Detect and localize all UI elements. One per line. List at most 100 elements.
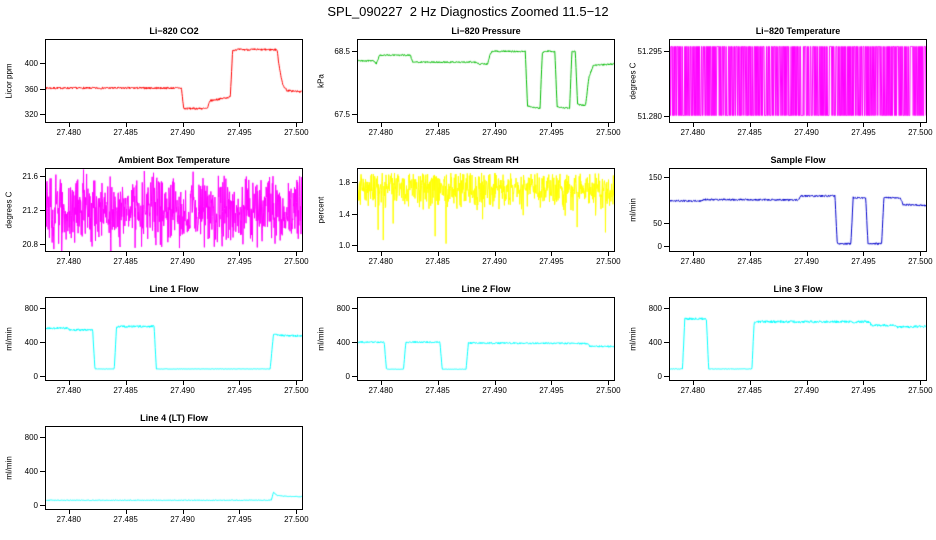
y-tick [664,376,669,378]
y-tick [664,222,669,224]
x-tick-label: 27.480 [368,128,393,137]
x-tick-label: 27.480 [368,386,393,395]
chart-panel-line-2-flow: Line 2 Flow ml/min 27.480 27.485 27.490 27.49… [312,282,624,411]
y-tick-label: 400 [24,338,38,348]
x-tick-label: 27.500 [284,257,309,266]
y-axis-label: kPa [316,74,326,88]
x-tick-label: 27.480 [680,386,705,395]
x-tick-label: 27.495 [851,386,876,395]
series-canvas [358,298,614,380]
plot-box [669,168,927,252]
x-tick-label: 27.500 [284,128,309,137]
x-tick-label: 27.485 [737,128,762,137]
y-tick [664,177,669,179]
x-tick-label: 27.485 [113,128,138,137]
x-tick-label: 27.490 [794,128,819,137]
y-tick-label: 0 [657,372,662,382]
panel-title: Ambient Box Temperature [118,155,230,165]
x-tick [863,123,865,127]
series-canvas [358,40,614,122]
x-tick [863,252,865,256]
chart-panel-sample-flow: Sample Flow ml/min 27.480 27.485 27.490 27.49… [624,153,936,282]
x-tick [182,510,184,514]
y-tick-label: 0 [33,372,38,382]
x-tick [68,510,70,514]
x-tick [806,381,808,385]
y-tick-label: 0 [33,501,38,511]
y-tick [40,308,45,310]
x-tick-label: 27.485 [425,386,450,395]
x-tick-label: 27.495 [851,128,876,137]
x-tick [608,381,610,385]
series-canvas [46,298,302,380]
x-tick-label: 27.495 [227,515,252,524]
x-tick [749,252,751,256]
y-tick-label: 1.0 [338,241,350,251]
panel-title: Li−820 Pressure [451,26,521,36]
x-tick [296,252,298,256]
x-tick-label: 27.480 [680,257,705,266]
chart-panel-ambient-box-temperature: Ambient Box Temperature degrees C 27.480 27… [0,153,312,282]
x-tick [692,123,694,127]
x-tick-label: 27.490 [170,515,195,524]
x-tick [494,252,496,256]
x-tick-label: 27.500 [284,515,309,524]
x-tick [692,252,694,256]
series-canvas [46,427,302,509]
x-tick [380,252,382,256]
x-tick [239,252,241,256]
x-tick-label: 27.480 [56,386,81,395]
x-tick [239,510,241,514]
panel-title: Line 2 Flow [461,284,511,294]
y-tick [40,376,45,378]
x-tick-label: 27.485 [737,257,762,266]
y-tick-label: 51.280 [637,111,662,121]
y-tick-label: 400 [648,338,662,348]
x-tick [494,123,496,127]
x-tick [380,123,382,127]
series-canvas [46,40,302,122]
panel-title: Sample Flow [770,155,826,165]
y-tick-label: 1.4 [338,209,350,219]
chart-panel-line-1-flow: Line 1 Flow ml/min 27.480 27.485 27.490 27.49… [0,282,312,411]
x-tick-label: 27.490 [170,386,195,395]
y-tick-label: 20.8 [22,240,38,250]
x-tick-label: 27.485 [425,257,450,266]
x-tick [296,510,298,514]
x-tick-label: 27.480 [56,257,81,266]
x-tick [437,123,439,127]
y-tick [664,308,669,310]
series-canvas [670,40,926,122]
y-tick [40,210,45,211]
y-tick-label: 0 [657,241,662,251]
x-tick-label: 27.500 [908,257,933,266]
y-tick-label: 68.5 [334,47,350,57]
x-tick [68,252,70,256]
x-tick-label: 27.500 [596,128,621,137]
y-tick [352,308,357,310]
y-tick [40,437,45,439]
y-tick [352,182,357,184]
x-tick [806,252,808,256]
x-tick [551,123,553,127]
y-tick [40,175,45,177]
x-tick-label: 27.480 [56,128,81,137]
y-tick [664,342,669,344]
x-tick-label: 27.485 [113,386,138,395]
y-tick-label: 51.295 [637,46,662,56]
plot-box [45,168,303,252]
x-tick [920,123,922,127]
x-tick [239,123,241,127]
x-tick-label: 27.485 [113,515,138,524]
y-tick-label: 400 [24,467,38,477]
x-tick-label: 27.495 [539,386,564,395]
x-tick-label: 27.480 [56,515,81,524]
x-tick [239,381,241,385]
x-tick [296,123,298,127]
x-tick-label: 27.500 [908,386,933,395]
y-tick [352,213,357,215]
y-tick [40,63,45,65]
x-tick [920,381,922,385]
plot-box [357,168,615,252]
